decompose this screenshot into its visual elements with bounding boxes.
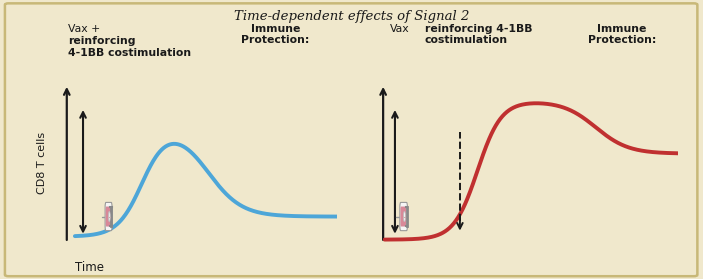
- Text: Immune
Protection:: Immune Protection:: [588, 24, 657, 45]
- Polygon shape: [571, 84, 600, 117]
- Text: reinforcing 4-1BB
costimulation: reinforcing 4-1BB costimulation: [425, 24, 532, 45]
- Circle shape: [404, 211, 406, 222]
- Polygon shape: [602, 84, 631, 117]
- Text: Time-dependent effects of Signal 2: Time-dependent effects of Signal 2: [234, 10, 469, 23]
- Circle shape: [108, 211, 110, 222]
- FancyBboxPatch shape: [5, 3, 697, 276]
- Text: Immune
Protection:: Immune Protection:: [241, 24, 310, 45]
- Polygon shape: [509, 84, 538, 117]
- FancyBboxPatch shape: [400, 202, 408, 231]
- FancyBboxPatch shape: [105, 202, 112, 231]
- Polygon shape: [633, 84, 662, 117]
- Text: reinforcing
4-1BB costimulation: reinforcing 4-1BB costimulation: [68, 36, 191, 58]
- Text: Vax: Vax: [390, 24, 410, 34]
- Text: CD8 T cells: CD8 T cells: [37, 131, 47, 194]
- Text: Vax +: Vax +: [68, 24, 104, 34]
- Text: Time: Time: [75, 261, 104, 274]
- Polygon shape: [259, 83, 292, 119]
- FancyBboxPatch shape: [105, 206, 111, 227]
- Polygon shape: [540, 84, 569, 117]
- FancyBboxPatch shape: [401, 206, 406, 227]
